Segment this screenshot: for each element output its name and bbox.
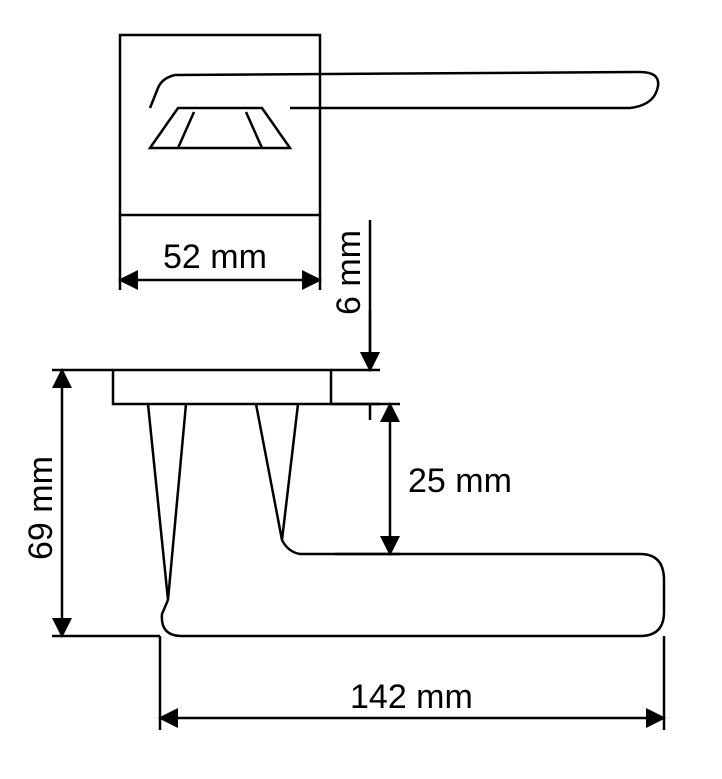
technical-drawing: 52 mm 6 mm 25 mm 69 mm xyxy=(0,0,722,779)
neck-trapezoid xyxy=(150,108,290,148)
dim-52mm-label: 52 mm xyxy=(163,238,267,276)
dim-142mm-label: 142 mm xyxy=(350,678,473,716)
dim-6mm-label: 6 mm xyxy=(330,230,368,315)
lever-side xyxy=(162,540,664,636)
side-view xyxy=(113,370,664,636)
dim-25mm-label: 25 mm xyxy=(408,462,512,500)
dim-69mm xyxy=(52,370,160,636)
top-view xyxy=(120,35,658,215)
leg-left xyxy=(148,404,186,600)
plate-side xyxy=(113,370,331,404)
lever-blade-top xyxy=(150,72,658,108)
dim-69mm-label: 69 mm xyxy=(22,456,60,560)
plate-top xyxy=(120,35,320,215)
dim-25mm xyxy=(300,404,400,554)
leg-right xyxy=(256,404,298,540)
neck-detail xyxy=(178,112,262,148)
